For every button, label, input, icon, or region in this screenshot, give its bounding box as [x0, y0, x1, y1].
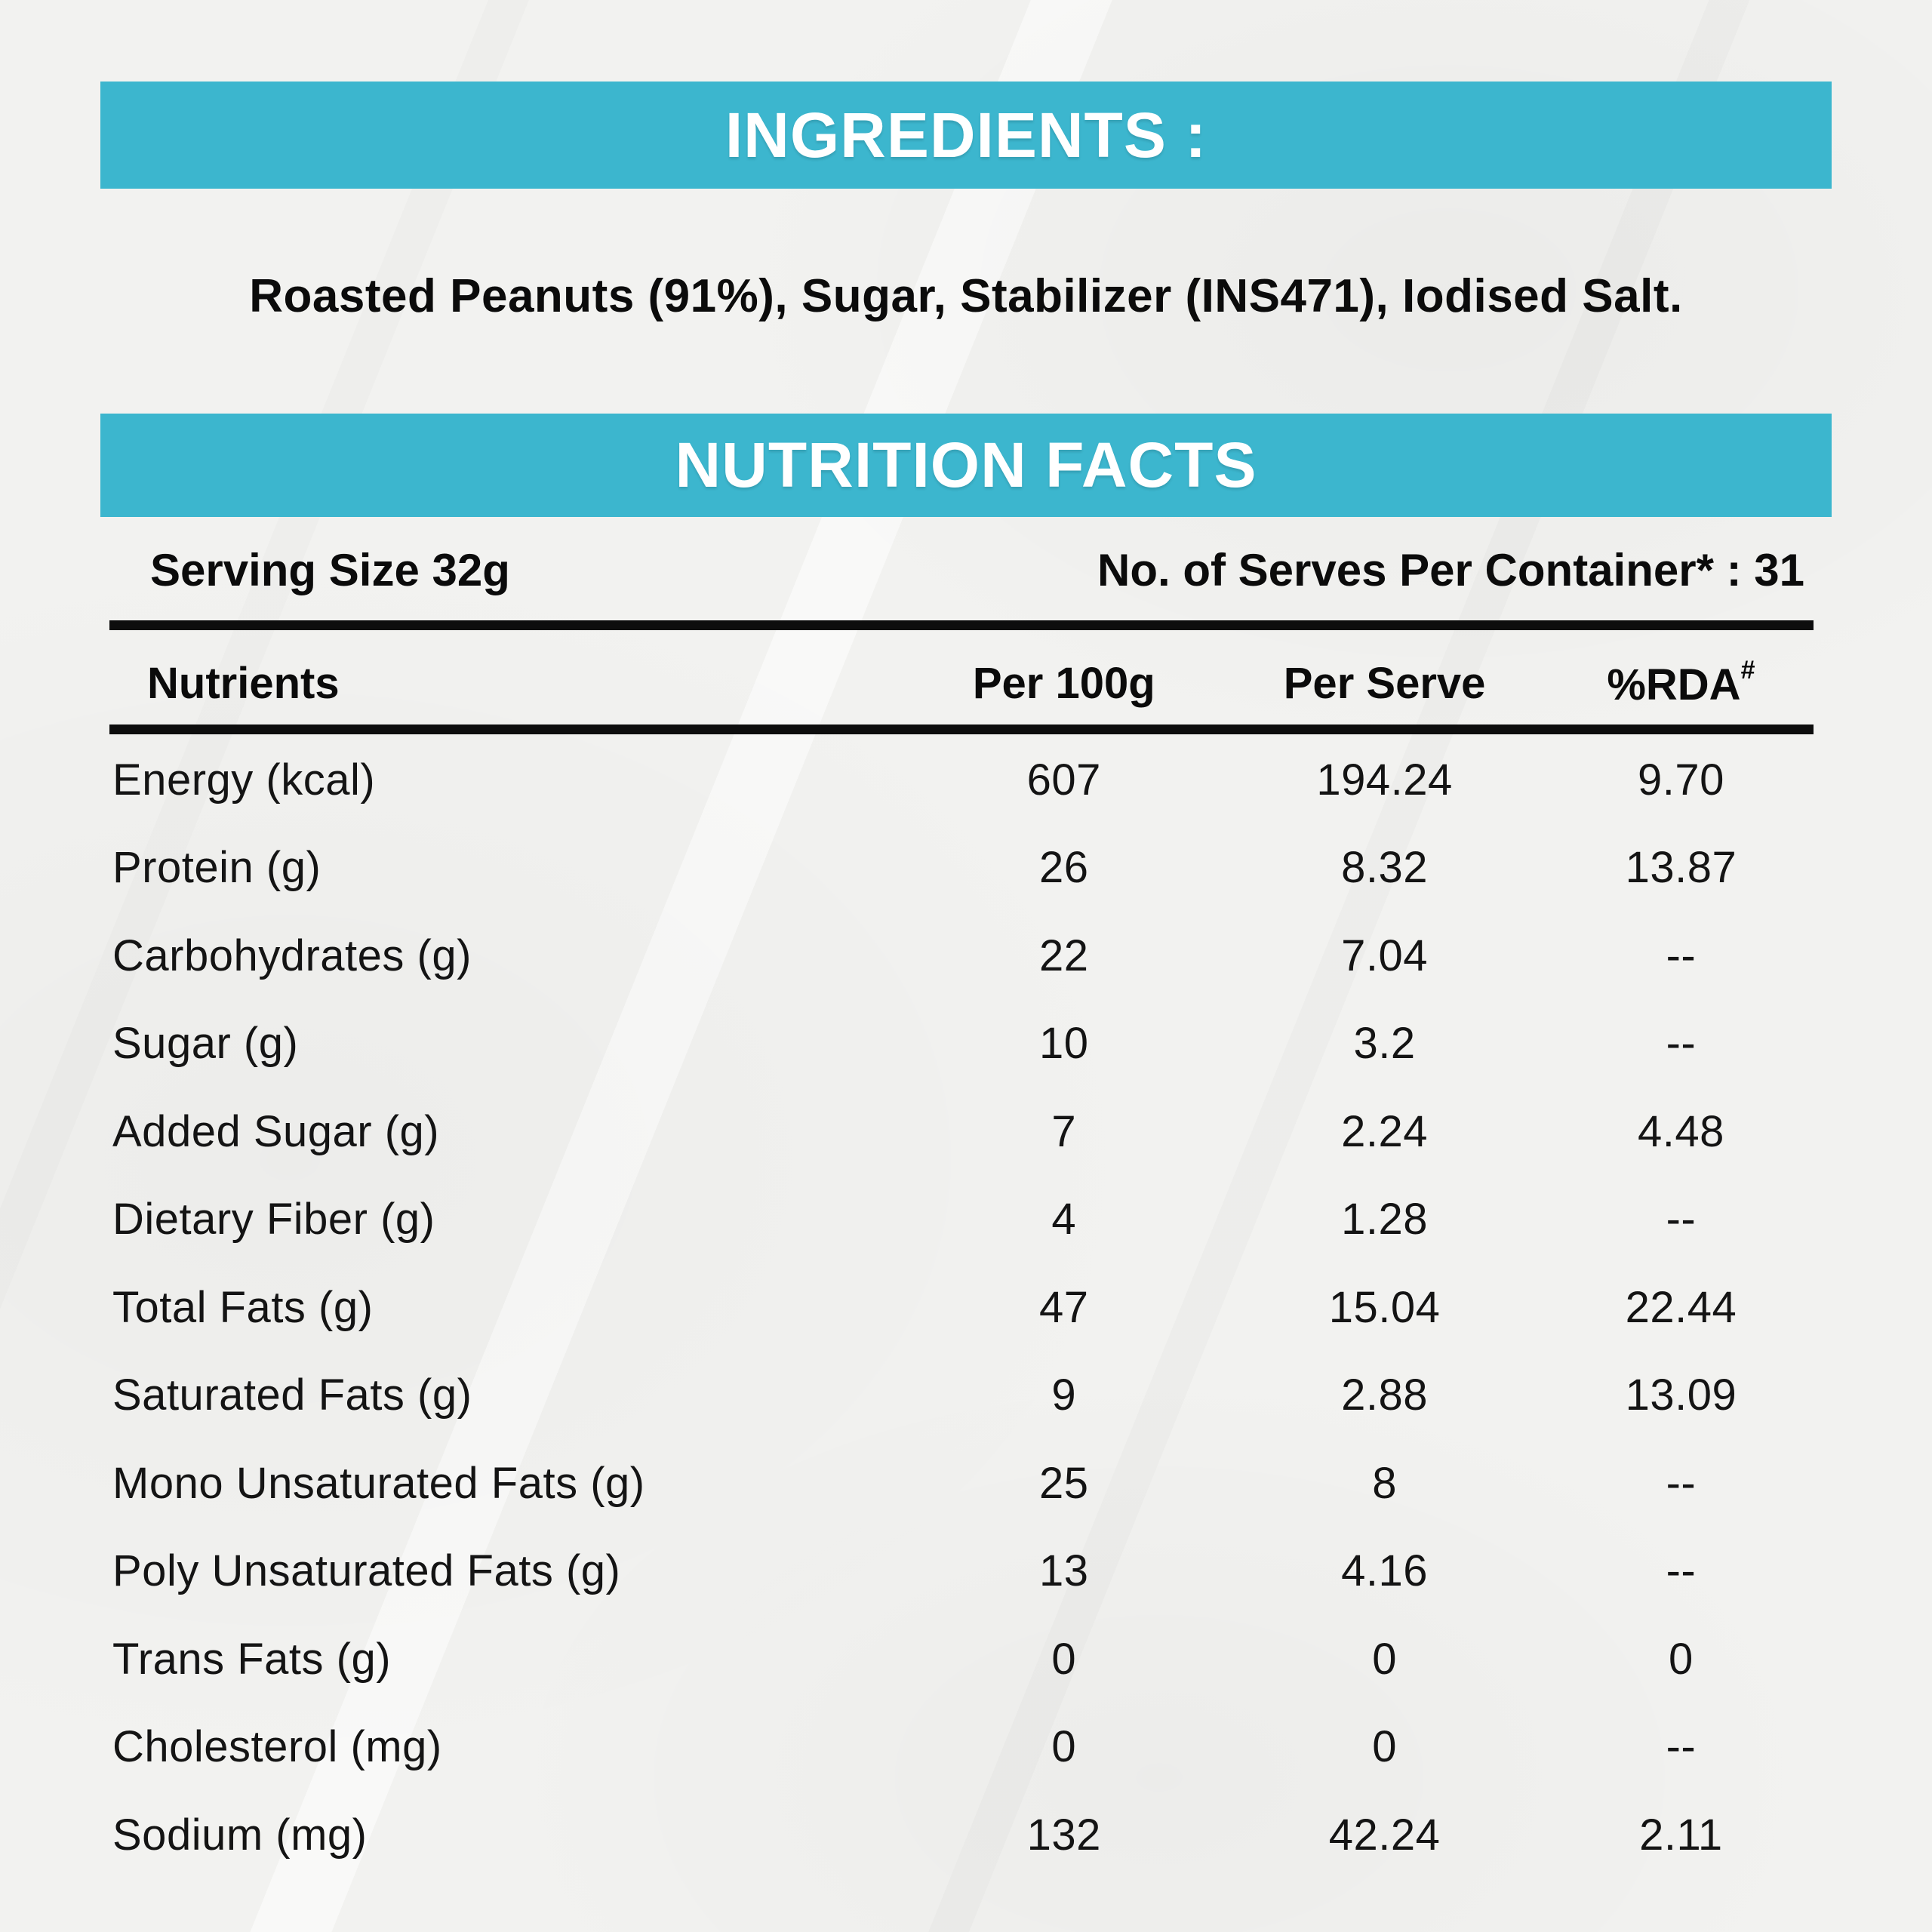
table-row: Sodium (mg) 132 42.24 2.11 [100, 1791, 1832, 1879]
value-per-serve: 1.28 [1341, 1195, 1429, 1244]
value-rda: -- [1666, 1458, 1697, 1508]
value-rda: 4.48 [1637, 1106, 1724, 1156]
nutrient-name: Saturated Fats (g) [112, 1371, 472, 1420]
value-rda: -- [1666, 1019, 1697, 1069]
value-per-100g: 607 [1026, 755, 1101, 804]
value-rda: -- [1666, 1722, 1697, 1772]
value-per-serve: 15.04 [1328, 1282, 1441, 1332]
value-per-100g: 0 [1051, 1634, 1077, 1684]
table-row: Sugar (g) 10 3.2 -- [100, 1000, 1832, 1088]
serving-info-row: Serving Size 32g No. of Serves Per Conta… [100, 532, 1832, 608]
value-per-serve: 4.16 [1341, 1546, 1429, 1596]
table-row: Energy (kcal) 607 194.24 9.70 [100, 736, 1832, 824]
value-per-100g: 22 [1038, 931, 1089, 980]
value-rda: 0 [1669, 1634, 1694, 1684]
nutrient-name: Total Fats (g) [112, 1282, 374, 1332]
value-per-100g: 10 [1038, 1019, 1089, 1069]
value-per-serve: 3.2 [1353, 1019, 1416, 1069]
serving-size: Serving Size 32g [150, 544, 510, 595]
value-rda: 22.44 [1625, 1282, 1737, 1332]
table-row: Saturated Fats (g) 9 2.88 13.09 [100, 1352, 1832, 1440]
nutrient-name: Protein (g) [112, 843, 321, 893]
ingredients-title: INGREDIENTS : [724, 99, 1208, 171]
value-per-serve: 7.04 [1341, 931, 1429, 980]
column-header-nutrients: Nutrients [147, 658, 340, 708]
value-rda: 9.70 [1637, 755, 1724, 804]
value-rda: -- [1666, 1546, 1697, 1596]
value-rda: 13.87 [1625, 843, 1737, 893]
nutrient-name: Poly Unsaturated Fats (g) [112, 1546, 621, 1596]
serves-per-container: No. of Serves Per Container* : 31 [1097, 544, 1804, 595]
value-per-serve: 42.24 [1328, 1810, 1441, 1860]
nutrient-name: Dietary Fiber (g) [112, 1195, 435, 1244]
value-per-serve: 0 [1372, 1634, 1397, 1684]
nutrition-facts-title: NUTRITION FACTS [675, 429, 1257, 500]
table-row: Dietary Fiber (g) 4 1.28 -- [100, 1176, 1832, 1264]
value-per-100g: 0 [1051, 1722, 1077, 1772]
nutrient-name: Energy (kcal) [112, 755, 376, 804]
nutrient-name: Mono Unsaturated Fats (g) [112, 1458, 645, 1508]
table-row: Protein (g) 26 8.32 13.87 [100, 824, 1832, 912]
table-header-row: Nutrients Per 100g Per Serve %RDA# [100, 645, 1832, 721]
column-header-rda: %RDA# [1607, 656, 1755, 709]
divider-header-bottom [109, 724, 1814, 734]
table-row: Carbohydrates (g) 22 7.04 -- [100, 912, 1832, 1000]
value-per-serve: 2.24 [1341, 1106, 1429, 1156]
nutrient-name: Carbohydrates (g) [112, 931, 472, 980]
table-row: Total Fats (g) 47 15.04 22.44 [100, 1263, 1832, 1352]
rda-superscript: # [1740, 656, 1755, 685]
value-per-serve: 2.88 [1341, 1371, 1429, 1420]
nutrient-name: Cholesterol (mg) [112, 1722, 442, 1772]
nutrition-facts-banner: NUTRITION FACTS [100, 414, 1832, 517]
table-row: Poly Unsaturated Fats (g) 13 4.16 -- [100, 1527, 1832, 1616]
nutrition-table-body: Energy (kcal) 607 194.24 9.70 Protein (g… [100, 736, 1832, 1879]
value-per-100g: 47 [1038, 1282, 1089, 1332]
value-per-serve: 194.24 [1316, 755, 1453, 804]
column-header-per-100g: Per 100g [972, 658, 1155, 708]
table-row: Cholesterol (mg) 0 0 -- [100, 1703, 1832, 1792]
value-per-100g: 13 [1038, 1546, 1089, 1596]
value-rda: 13.09 [1625, 1371, 1737, 1420]
table-row: Mono Unsaturated Fats (g) 25 8 -- [100, 1439, 1832, 1527]
ingredients-banner: INGREDIENTS : [100, 82, 1832, 189]
nutrient-name: Added Sugar (g) [112, 1106, 440, 1156]
value-per-100g: 26 [1038, 843, 1089, 893]
nutrient-name: Sodium (mg) [112, 1810, 368, 1860]
column-header-per-serve: Per Serve [1283, 658, 1486, 708]
table-row: Added Sugar (g) 7 2.24 4.48 [100, 1088, 1832, 1176]
value-per-100g: 132 [1026, 1810, 1101, 1860]
value-rda: -- [1666, 931, 1697, 980]
value-per-serve: 0 [1372, 1722, 1397, 1772]
value-per-serve: 8.32 [1341, 843, 1429, 893]
value-rda: 2.11 [1639, 1810, 1723, 1860]
value-per-100g: 7 [1051, 1106, 1077, 1156]
nutrient-name: Sugar (g) [112, 1019, 299, 1069]
value-rda: -- [1666, 1195, 1697, 1244]
value-per-100g: 25 [1038, 1458, 1089, 1508]
nutrient-name: Trans Fats (g) [112, 1634, 392, 1684]
value-per-serve: 8 [1372, 1458, 1397, 1508]
value-per-100g: 4 [1051, 1195, 1077, 1244]
ingredients-text: Roasted Peanuts (91%), Sugar, Stabilizer… [249, 269, 1683, 322]
divider-top [109, 620, 1814, 630]
value-per-100g: 9 [1051, 1371, 1077, 1420]
table-row: Trans Fats (g) 0 0 0 [100, 1615, 1832, 1703]
